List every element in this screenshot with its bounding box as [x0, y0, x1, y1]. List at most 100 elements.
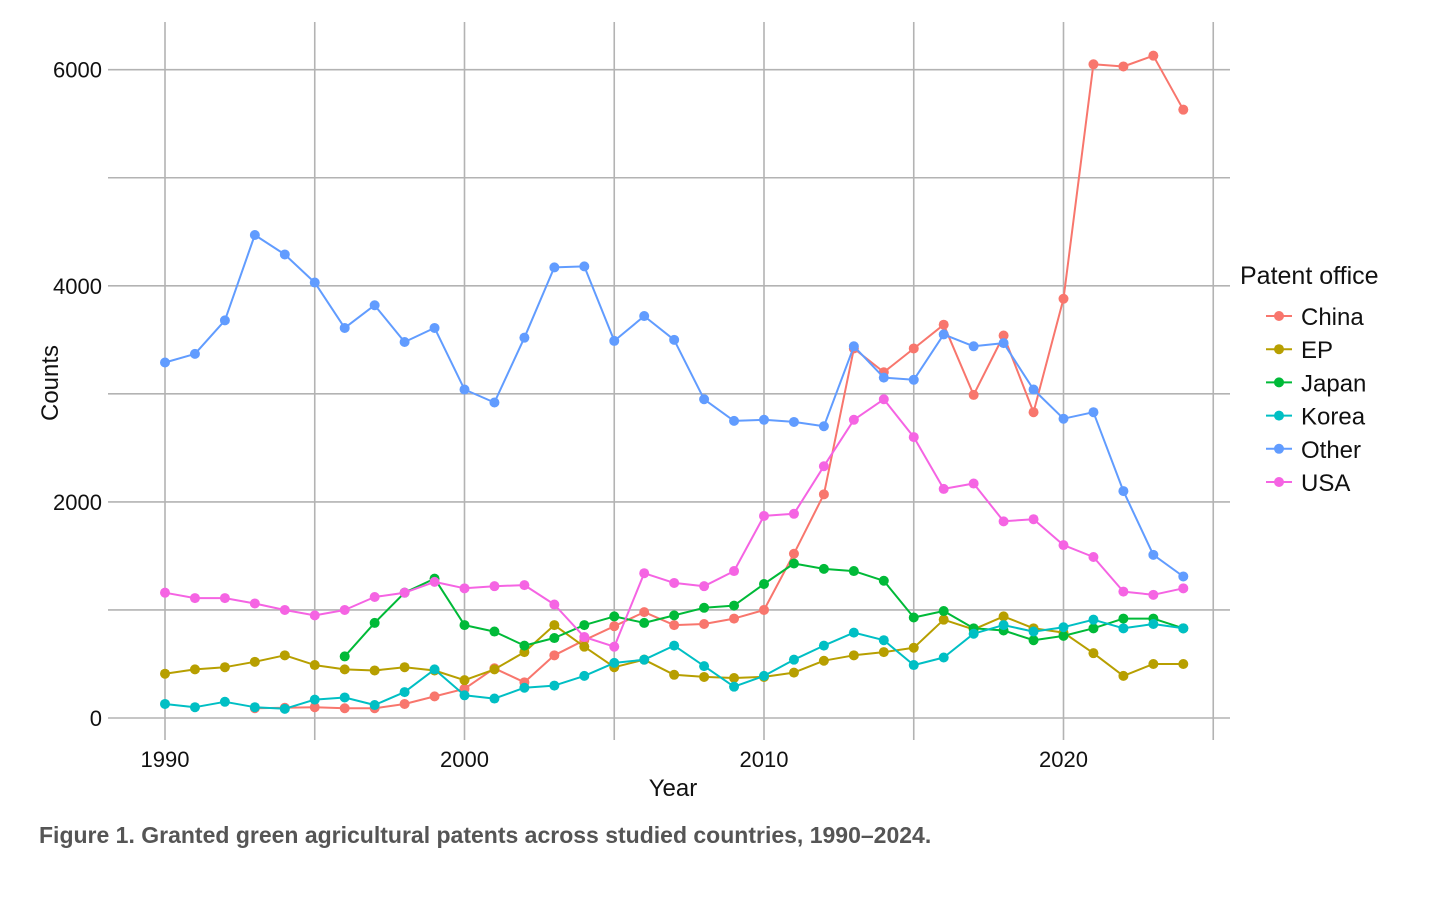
legend-item-usa: USA	[1266, 470, 1350, 497]
legend-key-dot	[1274, 377, 1284, 388]
data-point-japan	[369, 617, 380, 628]
data-point-korea	[249, 702, 260, 713]
legend-key-dot	[1274, 311, 1284, 321]
data-point-china	[729, 613, 740, 624]
data-point-china	[908, 343, 919, 354]
data-point-other	[699, 394, 710, 405]
data-point-other	[279, 249, 290, 260]
legend-key-dot	[1274, 344, 1284, 355]
x-tick-label: 2000	[440, 747, 489, 772]
data-point-korea	[519, 682, 530, 693]
data-point-other	[160, 357, 170, 368]
data-point-ep	[219, 662, 230, 673]
series-china	[249, 50, 1189, 714]
series-usa	[160, 394, 1189, 652]
data-point-other	[878, 372, 889, 383]
data-point-ep	[1088, 648, 1099, 659]
data-point-japan	[848, 566, 859, 577]
data-point-korea	[759, 670, 769, 681]
data-point-ep	[339, 664, 350, 675]
data-point-usa	[938, 483, 949, 494]
legend: Patent office China EP Japan Korea Other USA	[1240, 262, 1379, 497]
legend-item-other: Other	[1266, 437, 1361, 464]
data-point-other	[1118, 486, 1129, 497]
legend-item-ep: EP	[1266, 337, 1333, 364]
data-point-korea	[459, 690, 470, 701]
data-point-other	[369, 300, 380, 311]
legend-label: USA	[1301, 470, 1350, 497]
legend-label: Korea	[1301, 404, 1366, 431]
data-point-ep	[309, 660, 320, 671]
data-point-china	[788, 548, 799, 559]
data-point-ep	[399, 662, 410, 673]
data-point-ep	[459, 675, 470, 686]
data-point-usa	[399, 587, 410, 598]
data-point-other	[1028, 384, 1039, 395]
data-point-china	[938, 319, 949, 330]
data-point-korea	[429, 664, 440, 675]
data-point-korea	[579, 670, 590, 681]
data-point-japan	[609, 611, 620, 622]
data-point-other	[938, 329, 949, 340]
data-point-other	[429, 322, 440, 333]
data-point-japan	[729, 600, 740, 611]
data-point-japan	[1118, 613, 1129, 624]
data-point-ep	[189, 664, 200, 675]
y-axis-title: Counts	[37, 345, 64, 421]
y-tick-label: 4000	[53, 274, 102, 299]
data-point-korea	[399, 687, 410, 698]
data-point-korea	[998, 620, 1009, 631]
data-point-ep	[160, 668, 170, 679]
data-point-usa	[459, 583, 470, 594]
data-point-korea	[968, 628, 979, 639]
data-point-china	[968, 389, 979, 400]
data-point-other	[998, 338, 1009, 349]
data-point-japan	[938, 606, 949, 617]
data-point-other	[788, 416, 799, 427]
legend-items: China EP Japan Korea Other USA	[1266, 304, 1366, 497]
figure-caption: Figure 1. Granted green agricultural pat…	[39, 822, 932, 848]
data-point-usa	[519, 580, 530, 591]
data-point-usa	[908, 432, 919, 443]
data-point-other	[1178, 571, 1189, 582]
data-point-usa	[669, 577, 680, 588]
data-point-other	[818, 421, 829, 432]
data-point-japan	[1028, 635, 1039, 646]
data-point-japan	[669, 610, 680, 621]
data-point-korea	[309, 694, 320, 705]
axis-ticks: 0 2000 4000 6000 1990 2000 2010 2020	[53, 58, 1088, 772]
data-point-japan	[699, 602, 710, 613]
x-axis-title: Year	[649, 775, 698, 802]
data-point-other	[1088, 407, 1099, 418]
data-point-usa	[1148, 589, 1159, 600]
data-point-korea	[1058, 622, 1069, 633]
data-point-usa	[160, 587, 170, 598]
data-point-ep	[1178, 658, 1189, 669]
data-point-korea	[669, 640, 680, 651]
data-point-japan	[489, 626, 500, 637]
data-point-china	[1028, 407, 1039, 418]
data-point-china	[1088, 59, 1099, 70]
data-point-other	[219, 315, 230, 326]
data-point-ep	[998, 611, 1009, 622]
legend-key-dot	[1274, 443, 1284, 454]
data-point-other	[579, 261, 590, 272]
data-point-korea	[549, 680, 560, 691]
data-point-korea	[369, 700, 380, 711]
data-point-ep	[848, 650, 859, 661]
data-point-china	[1118, 61, 1129, 72]
data-point-china	[399, 698, 410, 709]
data-point-other	[489, 397, 500, 408]
data-point-japan	[788, 558, 799, 569]
data-point-other	[309, 277, 320, 288]
data-point-japan	[459, 620, 470, 631]
data-point-usa	[848, 414, 859, 425]
data-point-ep	[249, 656, 260, 667]
data-point-other	[249, 230, 260, 241]
data-point-korea	[639, 654, 650, 665]
data-point-korea	[1148, 618, 1159, 629]
legend-label: Other	[1301, 437, 1361, 464]
legend-key-dot	[1274, 477, 1284, 487]
data-point-usa	[489, 581, 500, 592]
